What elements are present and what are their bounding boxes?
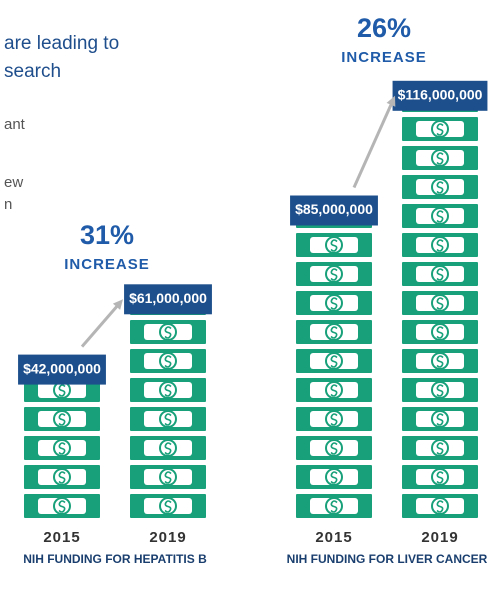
body-text: ant [4, 116, 26, 133]
chart-title: NIH FUNDING FOR LIVER CANCER [287, 552, 488, 566]
annotation-subtitle: INCREASE [341, 49, 427, 66]
value-label: $116,000,000 [393, 81, 488, 111]
value-label-text: $85,000,000 [295, 201, 373, 217]
annotation: 31% [80, 220, 134, 250]
value-label: $42,000,000 [18, 355, 106, 385]
chart-title: NIH FUNDING FOR HEPATITIS B [23, 552, 207, 566]
money-stack [295, 206, 373, 521]
arrow-shaft [354, 103, 392, 187]
infographic: are leading to search ant ew n 2015 $42,0… [0, 0, 496, 598]
annotation-subtitle: INCREASE [64, 256, 150, 273]
year-label: 2019 [421, 529, 458, 546]
body-text: n [4, 196, 12, 213]
value-label-text: $116,000,000 [398, 87, 483, 103]
year-label: 2015 [43, 529, 80, 546]
value-label-text: $42,000,000 [23, 360, 101, 376]
value-label: $61,000,000 [124, 284, 212, 314]
year-label: 2019 [149, 529, 186, 546]
arrow-shaft [82, 305, 118, 346]
year-label: 2015 [315, 529, 352, 546]
annotation: 26% [357, 13, 411, 43]
body-text: ew [4, 174, 23, 191]
value-label: $85,000,000 [290, 196, 378, 226]
money-stack [401, 91, 479, 520]
money-stack [129, 294, 207, 520]
money-stack [23, 365, 101, 520]
value-label-text: $61,000,000 [129, 290, 207, 306]
intro-line: are leading to [4, 33, 119, 54]
intro-line: search [4, 61, 61, 82]
